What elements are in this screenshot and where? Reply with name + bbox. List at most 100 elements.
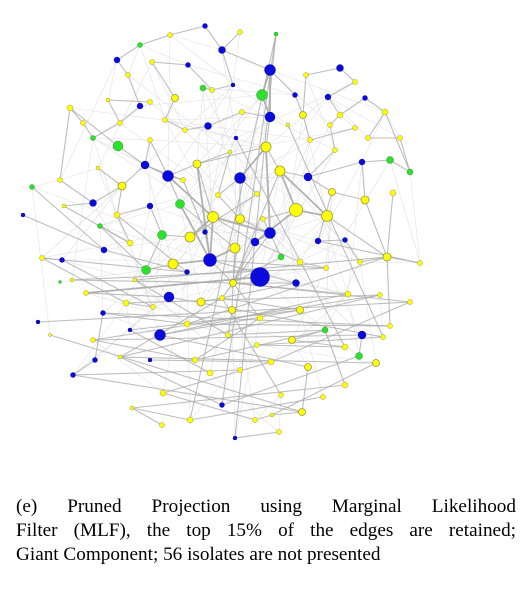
yellow-node — [69, 277, 75, 283]
blue-node — [336, 64, 344, 72]
yellow-node — [267, 358, 275, 366]
edges — [22, 25, 421, 439]
faint-edge — [384, 111, 401, 139]
faint-edge — [359, 261, 377, 364]
faint-edge — [235, 81, 356, 139]
blue-node — [163, 291, 175, 303]
edge — [117, 145, 146, 166]
faint-edge — [409, 171, 421, 264]
edge — [270, 301, 411, 363]
yellow-node — [260, 141, 272, 153]
edge — [144, 139, 151, 166]
edge — [119, 105, 141, 124]
faint-edge — [179, 116, 271, 205]
faint-edge — [149, 170, 281, 207]
yellow-node — [57, 177, 63, 183]
blue-node — [218, 46, 226, 54]
yellow-node — [352, 79, 358, 85]
edge — [211, 84, 234, 91]
blue-node — [203, 253, 217, 267]
yellow-node — [296, 306, 304, 314]
edge — [254, 241, 301, 263]
edge — [307, 161, 363, 178]
yellow-node — [417, 260, 423, 266]
edge — [72, 359, 96, 376]
caption-line-1: (e) Pruned Projection using Marginal Lik… — [16, 496, 516, 517]
blue-node — [146, 202, 154, 210]
network-graph — [20, 23, 423, 441]
green-node — [90, 135, 96, 141]
blue-node — [204, 122, 212, 130]
yellow-node — [95, 165, 101, 171]
edge — [164, 97, 176, 121]
faint-edge — [347, 293, 360, 357]
faint-edge — [259, 267, 327, 278]
yellow-node — [323, 265, 329, 271]
yellow-node — [215, 192, 221, 198]
edge — [162, 361, 272, 394]
edge — [69, 107, 84, 124]
yellow-node — [372, 359, 380, 367]
faint-edge — [92, 137, 151, 141]
faint-edge — [200, 301, 258, 346]
yellow-node — [352, 125, 358, 131]
yellow-node — [321, 210, 333, 222]
edge — [119, 294, 381, 358]
edge — [116, 214, 131, 244]
edge — [331, 191, 366, 201]
blue-node — [264, 111, 276, 123]
edge — [327, 81, 356, 98]
yellow-node — [227, 149, 233, 155]
blue-node — [70, 372, 76, 378]
faint-edge — [202, 87, 214, 218]
faint-edge — [189, 344, 258, 421]
blue-node — [324, 93, 332, 101]
faint-edge — [202, 87, 296, 96]
edge — [92, 122, 121, 139]
green-node — [157, 230, 167, 240]
edge — [189, 396, 324, 421]
faint-edge — [239, 218, 319, 242]
yellow-node — [298, 408, 306, 416]
blue-node — [185, 62, 191, 68]
edge — [107, 99, 121, 124]
blue-node — [202, 229, 208, 235]
edge — [232, 232, 271, 284]
faint-edge — [139, 44, 189, 66]
yellow-node — [159, 389, 167, 397]
edge — [271, 411, 303, 416]
yellow-node — [90, 337, 96, 343]
green-node — [386, 156, 394, 164]
edge — [116, 185, 123, 216]
faint-edge — [204, 193, 258, 233]
blue-node — [357, 330, 367, 340]
edge — [134, 279, 229, 336]
faint-edge — [59, 167, 99, 181]
yellow-node — [125, 72, 131, 78]
edge — [301, 366, 309, 413]
yellow-node — [341, 381, 349, 389]
faint-edge — [92, 137, 118, 216]
edge — [299, 261, 327, 269]
green-node — [58, 280, 62, 284]
green-node — [355, 352, 363, 360]
edge — [327, 96, 341, 116]
green-node — [97, 223, 103, 229]
edge — [221, 49, 271, 71]
blue-node — [59, 257, 65, 263]
yellow-node — [182, 127, 188, 133]
yellow-node — [83, 290, 89, 296]
faint-edge — [139, 44, 166, 121]
yellow-node — [285, 122, 291, 128]
edge — [151, 61, 176, 99]
yellow-node — [229, 279, 237, 287]
edge — [232, 282, 261, 319]
yellow-node — [237, 367, 243, 373]
faint-edge — [234, 317, 261, 439]
edge — [212, 216, 271, 234]
edge — [63, 202, 94, 207]
faint-edge — [217, 139, 311, 196]
yellow-node — [288, 336, 296, 344]
faint-edge — [221, 49, 237, 139]
edge — [125, 302, 154, 308]
